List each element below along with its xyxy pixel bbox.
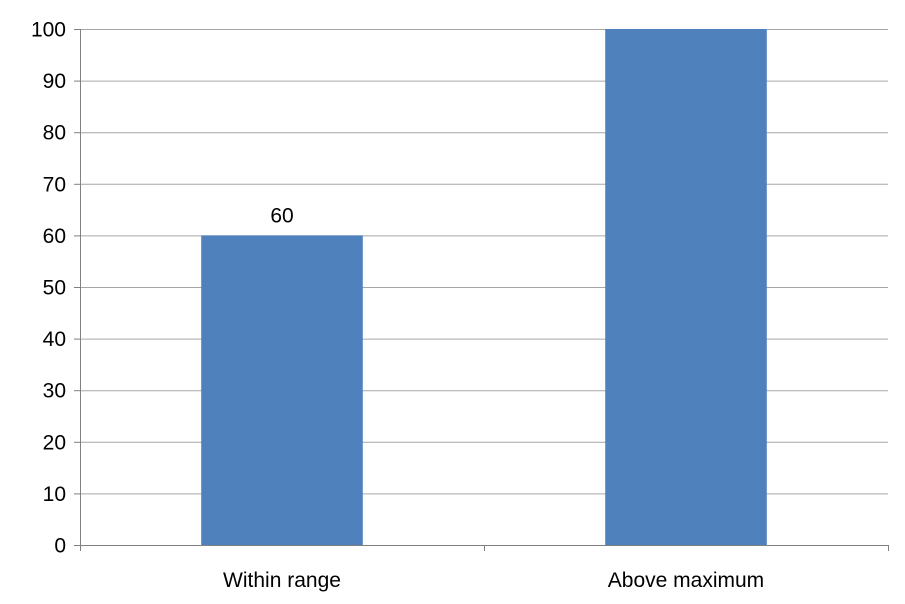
y-tick-label-80: 80	[43, 122, 66, 145]
bar-above-maximum	[605, 29, 767, 545]
y-tick-label-70: 70	[43, 173, 66, 196]
y-tick-label-20: 20	[43, 431, 66, 454]
x-tick-label-above-maximum: Above maximum	[608, 569, 764, 592]
y-tick-label-30: 30	[43, 380, 66, 403]
bars	[201, 29, 767, 545]
y-tick-label-100: 100	[31, 19, 66, 42]
x-tick-labels: Within range Above maximum	[223, 569, 764, 592]
y-tick-label-50: 50	[43, 277, 66, 300]
bar-within-range	[201, 235, 363, 545]
x-tick-label-within-range: Within range	[223, 569, 341, 592]
data-label-within-range: 60	[270, 204, 293, 227]
y-tick-label-10: 10	[43, 483, 66, 506]
y-tick-label-90: 90	[43, 70, 66, 93]
axes	[74, 29, 889, 551]
y-tick-label-0: 0	[54, 535, 66, 558]
y-tick-label-60: 60	[43, 225, 66, 248]
data-labels: 60	[270, 204, 293, 227]
y-tick-label-40: 40	[43, 328, 66, 351]
y-tick-labels: 0 10 20 30 40 50 60 70 80 90 100	[31, 19, 66, 558]
